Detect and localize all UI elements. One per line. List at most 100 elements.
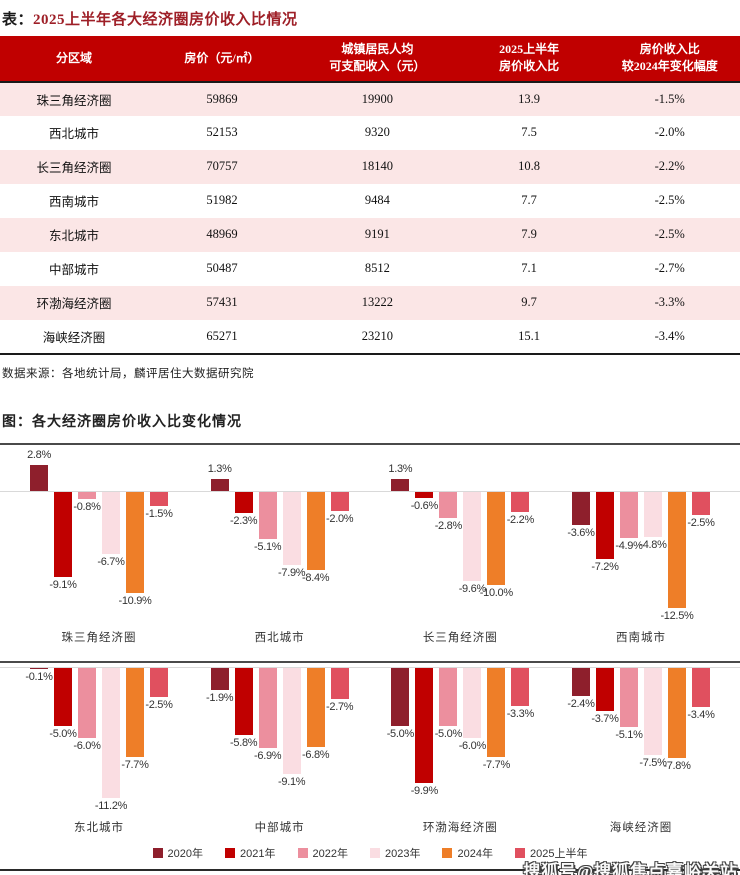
category-label: 环渤海经济圈 — [422, 821, 498, 834]
legend-label: 2025上半年 — [529, 847, 588, 860]
table-cell: 7.7 — [521, 193, 537, 208]
table-cell: 50487 — [206, 261, 238, 276]
legend-label: 2023年 — [385, 847, 421, 860]
legend-item: 2021年 — [225, 845, 276, 861]
legend-label: 2024年 — [457, 847, 493, 860]
bar-value-label: -7.7% — [121, 758, 149, 771]
bar-2023年 — [643, 491, 662, 537]
table-cell: -3.4% — [599, 319, 740, 355]
bar-2020年 — [210, 478, 229, 491]
table-cell: 51982 — [206, 193, 238, 208]
bar-value-label: -7.5% — [639, 756, 667, 769]
chart-panel: 2.8% -9.1% -0.8% -6.7% -10.9% -1.5% 珠三角经济圈 1.3%… — [0, 442, 740, 647]
table-row: 环渤海经济圈 57431 13222 9.7 -3.3% — [0, 285, 740, 320]
bar-value-label: -6.0% — [73, 739, 101, 752]
watermark: 搜狐号@搜狐焦点嘉峪关站 — [523, 861, 738, 875]
bar-value-label: -6.8% — [302, 748, 330, 761]
table-row: 中部城市 50487 8512 7.1 -2.7% — [0, 251, 740, 286]
table-cell: 13.9 — [518, 91, 541, 106]
bar-value-label: 1.3% — [207, 462, 232, 475]
legend-swatch — [514, 847, 525, 858]
ratio-table-body: 珠三角经济圈 59869 19900 13.9 -1.5% 西北城市 52153 9320 7.… — [0, 81, 740, 355]
table-cell: -2.5% — [654, 193, 685, 208]
bar-2025上半年 — [691, 667, 710, 707]
bar-value-label: -3.3% — [506, 707, 535, 720]
bar-value-label: -5.8% — [230, 736, 258, 749]
bar-value-label: -1.9% — [206, 691, 234, 704]
table-cell: 23210 — [296, 319, 459, 355]
legend-item: 2024年 — [442, 845, 493, 861]
bar-2022年 — [619, 491, 638, 538]
bar-2020年 — [210, 667, 229, 690]
bar-2020年 — [391, 667, 410, 726]
table-row: 珠三角经济圈 59869 19900 13.9 -1.5% — [0, 81, 740, 116]
table-cell: 海峡经济圈 — [0, 319, 148, 355]
bar-value-label: -2.5% — [687, 516, 715, 529]
table-cell: 15.1 — [458, 319, 600, 355]
bar-2022年 — [258, 491, 277, 539]
legend-item: 2025上半年 — [514, 845, 588, 861]
bar-value-label: 2.8% — [27, 448, 51, 461]
bar-value-label: -5.0% — [49, 727, 77, 740]
table-cell: 珠三角经济圈 — [36, 93, 112, 108]
chart-title-text: 各大经济圈房价收入比变化情况 — [32, 414, 242, 430]
bar-2021年 — [54, 667, 72, 726]
bar-value-label: -5.0% — [434, 727, 463, 740]
bar-value-label: -2.7% — [326, 700, 354, 713]
table-cell: 13222 — [361, 295, 394, 310]
bar-group: -1.9% -5.8% -6.9% -9.1% -6.8% -2.7% 中部城市 — [206, 663, 354, 834]
bar-2021年 — [234, 667, 253, 735]
bar-2023年 — [102, 491, 120, 554]
legend-label: 2021年 — [240, 847, 276, 860]
bar-2025上半年 — [330, 667, 349, 699]
bar-value-label: -6.9% — [254, 749, 282, 762]
table-row: 东北城市 48969 9191 7.9 -2.5% — [0, 217, 740, 252]
bar-2022年 — [439, 667, 458, 726]
table-source-note: 数据来源：各地统计局，麟评居住大数据研究院 — [2, 367, 254, 380]
table-cell: 19900 — [361, 91, 394, 106]
bar-group: 1.3% -2.3% -5.1% -7.9% -8.4% -2.0% 西北城市 — [208, 445, 354, 644]
chart-legend: 2020年 2021年 2022年 2023年 2024年 2025上半年 — [0, 845, 740, 861]
bar-chart: 2.8% -9.1% -0.8% -6.7% -10.9% -1.5% 珠三角经济圈 1.3%… — [0, 442, 740, 839]
ratio-table-header: 分区域 房价（元/㎡） 城镇居民人均 可支配收入（元） 2025上半年 房价收入比 房价… — [0, 36, 740, 83]
bar-group: -5.0% -9.9% -5.0% -6.0% -7.7% -3.3% 环渤海经济圈 — [387, 663, 534, 834]
bar-value-label: -2.5% — [145, 698, 173, 711]
chart-title-prefix: 图： — [2, 414, 32, 430]
bar-value-label: -12.5% — [660, 609, 694, 622]
category-label: 中部城市 — [254, 821, 305, 834]
bar-value-label: -9.6% — [458, 582, 487, 595]
bar-value-label: -2.8% — [434, 519, 463, 532]
bar-value-label: -3.6% — [567, 526, 595, 539]
chart-title: 图：各大经济圈房价收入比变化情况 — [2, 411, 740, 431]
bar-2024年 — [126, 667, 144, 757]
table-cell: 中部城市 — [48, 263, 99, 278]
bar-2022年 — [258, 667, 277, 748]
bar-2021年 — [415, 667, 434, 783]
legend-swatch — [225, 847, 236, 858]
bar-value-label: -2.3% — [230, 514, 258, 527]
bar-value-label: -7.7% — [482, 758, 511, 771]
bar-group: 2.8% -9.1% -0.8% -6.7% -10.9% -1.5% 珠三角经济圈 — [27, 445, 173, 644]
table-row: 长三角经济圈 70757 18140 10.8 -2.2% — [0, 149, 740, 184]
bar-value-label: -0.8% — [73, 500, 101, 513]
table-title-prefix: 表： — [2, 12, 34, 28]
table-cell: 9.7 — [521, 295, 537, 310]
bar-value-label: -10.0% — [479, 586, 513, 599]
chart-panel: -0.1% -5.0% -6.0% -11.2% -7.7% -2.5% 东北城市 -1.9%… — [0, 660, 740, 839]
column-header: 分区域 — [0, 36, 148, 83]
column-header: 城镇居民人均 可支配收入（元） — [296, 36, 459, 83]
legend-item: 2022年 — [297, 845, 348, 861]
legend-swatch — [442, 847, 453, 858]
bar-2022年 — [439, 491, 458, 518]
table-cell: 9484 — [364, 193, 390, 208]
table-cell: 65271 — [148, 319, 296, 355]
table-row: 西北城市 52153 9320 7.5 -2.0% — [0, 115, 740, 150]
category-label: 长三角经济圈 — [422, 631, 498, 644]
bar-2021年 — [54, 491, 72, 577]
bar-2024年 — [126, 491, 144, 593]
bar-2024年 — [487, 491, 506, 585]
table-cell: 环渤海经济圈 — [36, 297, 112, 312]
table-cell: 东北城市 — [48, 229, 99, 244]
bar-group: -3.6% -7.2% -4.9% -4.8% -12.5% -2.5% 西南城市 — [567, 445, 715, 644]
